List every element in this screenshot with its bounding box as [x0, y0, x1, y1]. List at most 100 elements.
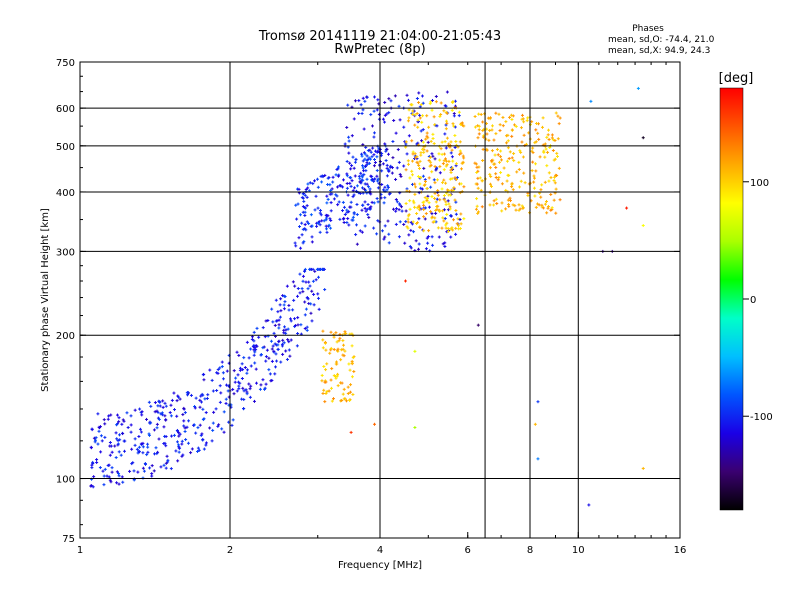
scatter-point: [190, 447, 194, 451]
scatter-point: [382, 201, 386, 205]
scatter-point: [375, 155, 379, 159]
scatter-point: [408, 244, 412, 248]
scatter-point: [454, 212, 458, 216]
scatter-point: [435, 178, 439, 182]
scatter-point: [490, 159, 494, 163]
scatter-point: [329, 386, 333, 390]
scatter-point: [145, 453, 149, 457]
scatter-point: [488, 182, 492, 186]
scatter-point: [358, 177, 362, 181]
scatter-point: [364, 145, 368, 149]
scatter-point: [135, 447, 139, 451]
scatter-point: [363, 224, 367, 228]
scatter-point: [264, 355, 268, 359]
scatter-point: [107, 414, 111, 418]
scatter-point: [436, 226, 440, 230]
scatter-point: [365, 95, 369, 99]
scatter-point: [313, 269, 317, 273]
scatter-point: [324, 213, 328, 217]
scatter-point: [345, 221, 349, 225]
scatter-point: [277, 318, 281, 322]
scatter-point: [275, 359, 279, 363]
scatter-point: [351, 195, 355, 199]
scatter-point: [235, 350, 239, 354]
scatter-point: [510, 185, 514, 189]
scatter-point: [155, 452, 159, 456]
scatter-point: [204, 443, 208, 447]
scatter-point: [387, 232, 391, 236]
scatter-point: [276, 343, 280, 347]
scatter-point: [385, 166, 389, 170]
scatter-point: [351, 218, 355, 222]
scatter-point: [90, 484, 94, 488]
scatter-point: [346, 385, 350, 389]
scatter-point: [169, 414, 173, 418]
scatter-point: [452, 114, 456, 118]
scatter-point: [323, 173, 327, 177]
scatter-point: [507, 202, 511, 206]
scatter-point: [336, 384, 340, 388]
scatter-point: [98, 466, 102, 470]
scatter-point: [350, 375, 354, 379]
scatter-point: [430, 98, 434, 102]
scatter-point: [120, 475, 124, 479]
scatter-point: [387, 111, 391, 115]
scatter-point: [118, 433, 122, 437]
scatter-point: [444, 200, 448, 204]
scatter-point: [322, 219, 326, 223]
scatter-point: [433, 216, 437, 220]
scatter-point: [329, 226, 333, 230]
scatter-point: [267, 356, 271, 360]
scatter-point: [500, 201, 504, 205]
x-axis: 1 2 4 6 8 10 16: [77, 62, 686, 556]
scatter-point: [323, 288, 327, 292]
scatter-point: [319, 213, 323, 217]
scatter-point: [400, 205, 404, 209]
scatter-point: [347, 223, 351, 227]
scatter-point: [450, 100, 454, 104]
scatter-point: [430, 152, 434, 156]
scatter-point: [349, 200, 353, 204]
scatter-point: [152, 428, 156, 432]
scatter-point: [385, 112, 389, 116]
scatter-point: [313, 208, 317, 212]
scatter-point: [301, 210, 305, 214]
scatter-point: [475, 204, 479, 208]
scatter-point: [232, 369, 236, 373]
scatter-point: [445, 221, 449, 225]
scatter-point: [95, 461, 99, 465]
scatter-point: [351, 393, 355, 397]
scatter-point: [348, 368, 352, 372]
scatter-point: [243, 366, 247, 370]
scatter-point: [415, 96, 419, 100]
scatter-point: [139, 442, 143, 446]
scatter-point: [276, 310, 280, 314]
scatter-point: [382, 237, 386, 241]
scatter-point: [442, 109, 446, 113]
scatter-point: [537, 137, 541, 141]
scatter-point: [505, 141, 509, 145]
scatter-point: [540, 125, 544, 129]
scatter-point: [372, 226, 376, 230]
scatter-point: [218, 366, 222, 370]
scatter-point: [490, 124, 494, 128]
scatter-point: [376, 219, 380, 223]
scatter-point: [315, 267, 319, 271]
y-tick-label: 300: [56, 247, 75, 258]
scatter-point: [350, 344, 354, 348]
scatter-point: [426, 197, 430, 201]
scatter-point: [372, 179, 376, 183]
scatter-point: [438, 209, 442, 213]
scatter-point: [477, 128, 481, 132]
scatter-point: [123, 449, 127, 453]
scatter-point: [274, 365, 278, 369]
scatter-point: [359, 171, 363, 175]
scatter-point: [429, 163, 433, 167]
scatter-point: [510, 181, 514, 185]
scatter-point: [355, 242, 359, 246]
scatter-point: [520, 204, 524, 208]
scatter-point: [525, 119, 529, 123]
scatter-point: [534, 162, 538, 166]
scatter-point: [517, 167, 521, 171]
scatter-point: [406, 220, 410, 224]
